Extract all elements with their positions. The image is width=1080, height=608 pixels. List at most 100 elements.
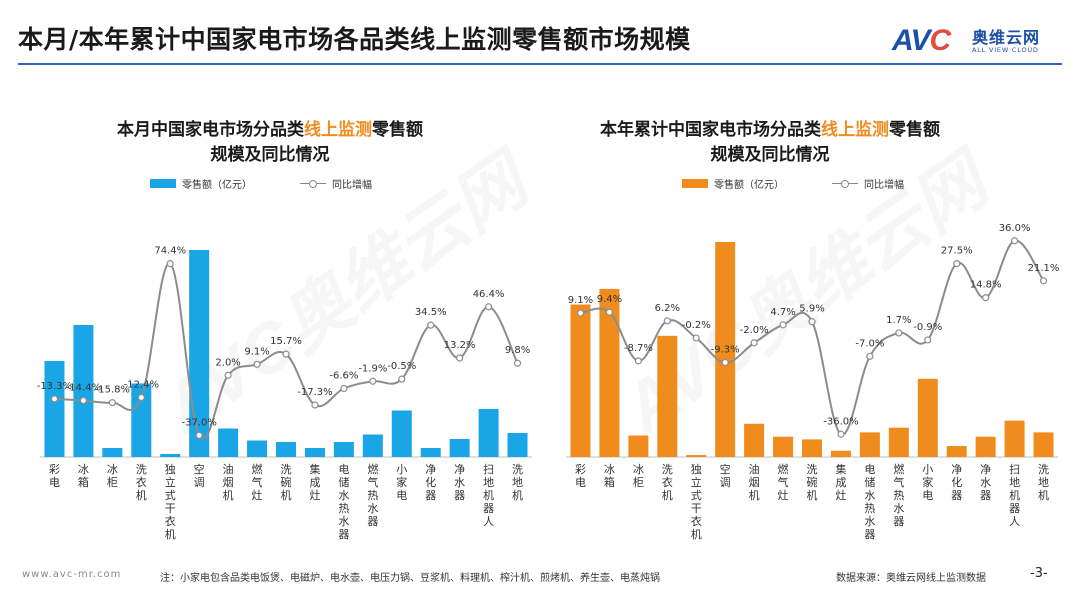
yoy-point-year-16 bbox=[1039, 277, 1048, 285]
yoy-label-month-13: 34.5% bbox=[415, 307, 447, 318]
chart-title-month-highlight: 线上监测 bbox=[304, 120, 372, 140]
yoy-label-month-5: -37.0% bbox=[181, 417, 216, 428]
category-label-year-4: 独立式干衣机 bbox=[691, 463, 702, 541]
yoy-label-month-6: 2.0% bbox=[215, 357, 240, 368]
yoy-label-year-7: 4.7% bbox=[770, 307, 795, 318]
category-label-month-12: 小家电 bbox=[396, 463, 407, 502]
category-label-month-0: 彩电 bbox=[49, 463, 60, 489]
yoy-label-year-8: 5.9% bbox=[799, 304, 824, 315]
category-label-year-15: 扫地机器人 bbox=[1009, 463, 1020, 528]
yoy-label-year-3: 6.2% bbox=[655, 303, 680, 314]
legend-bar-label-year: 零售额（亿元） bbox=[714, 180, 784, 191]
chart-title-year-line2: 规模及同比情况 bbox=[710, 145, 830, 165]
footer-note: 注：小家电包含品类电饭煲、电磁炉、电水壶、电压力锅、豆浆机、料理机、榨汁机、煎烤… bbox=[160, 573, 660, 584]
category-label-year-14: 净水器 bbox=[980, 462, 991, 502]
yoy-point-month-10 bbox=[340, 384, 348, 393]
yoy-label-month-7: 9.1% bbox=[244, 346, 269, 357]
category-label-month-5: 空调 bbox=[194, 462, 205, 489]
yoy-point-month-13 bbox=[427, 321, 435, 329]
category-label-year-12: 小家电 bbox=[922, 463, 933, 502]
yoy-point-year-14 bbox=[982, 294, 990, 302]
category-label-year-1: 冰箱 bbox=[604, 463, 615, 489]
bar-year-16 bbox=[1033, 432, 1054, 457]
yoy-point-year-7 bbox=[779, 321, 787, 329]
bar-month-16 bbox=[507, 433, 528, 457]
bar-month-13 bbox=[420, 448, 441, 457]
yoy-label-month-0: -13.3% bbox=[37, 381, 72, 392]
legend-line-icon-month bbox=[300, 179, 326, 189]
bar-year-5 bbox=[715, 242, 736, 457]
bar-month-8 bbox=[276, 442, 296, 457]
yoy-point-year-6 bbox=[750, 339, 758, 347]
yoy-point-month-1 bbox=[79, 396, 88, 405]
yoy-point-month-2 bbox=[108, 399, 116, 407]
yoy-point-year-9 bbox=[837, 430, 845, 438]
category-label-month-15: 扫地机器人 bbox=[483, 463, 494, 528]
bar-month-10 bbox=[333, 442, 354, 457]
yoy-point-year-11 bbox=[895, 329, 903, 337]
bar-year-9 bbox=[830, 450, 851, 457]
category-label-month-6: 油烟机 bbox=[223, 462, 234, 502]
bar-year-2 bbox=[628, 435, 649, 457]
footer-source: 数据来源：奥维云网线上监测数据 bbox=[836, 573, 986, 584]
category-label-year-3: 洗衣机 bbox=[662, 463, 673, 502]
bar-month-0 bbox=[44, 361, 65, 457]
yoy-point-month-5 bbox=[195, 431, 203, 439]
yoy-label-year-10: -7.0% bbox=[855, 338, 884, 349]
yoy-point-month-8 bbox=[282, 350, 290, 358]
yoy-point-month-12 bbox=[398, 375, 406, 383]
yoy-line-year bbox=[580, 239, 1045, 436]
category-label-month-14: 净水器 bbox=[454, 462, 465, 502]
bar-month-12 bbox=[391, 410, 412, 457]
chart-title-month: 本月中国家电市场分品类线上监测零售额 规模及同比情况 bbox=[80, 118, 460, 168]
chart-title-month-pre: 本月中国家电市场分品类 bbox=[117, 120, 304, 140]
category-label-month-2: 冰柜 bbox=[107, 463, 118, 489]
yoy-label-year-16: 21.1% bbox=[1028, 263, 1060, 274]
yoy-label-month-1: -14.4% bbox=[66, 383, 101, 394]
category-label-year-10: 电储水热水器 bbox=[864, 463, 875, 541]
yoy-point-year-8 bbox=[808, 318, 816, 326]
yoy-label-month-12: -0.5% bbox=[387, 361, 416, 372]
category-label-month-8: 洗碗机 bbox=[281, 463, 292, 502]
yoy-label-year-9: -36.0% bbox=[823, 416, 858, 427]
yoy-label-month-2: -15.8% bbox=[95, 385, 130, 396]
chart-title-month-post: 零售额 bbox=[372, 120, 423, 140]
category-label-year-8: 洗碗机 bbox=[807, 463, 818, 502]
logo-english-name: ALL VIEW CLOUD bbox=[972, 46, 1039, 54]
yoy-label-month-11: -1.9% bbox=[358, 363, 387, 374]
yoy-point-month-9 bbox=[311, 401, 319, 409]
footer-url: www.avc-mr.com bbox=[22, 569, 122, 580]
yoy-point-month-15 bbox=[484, 303, 493, 311]
category-label-month-11: 燃气热水器 bbox=[367, 462, 378, 528]
bar-month-3 bbox=[131, 383, 152, 457]
category-label-month-9: 集成灶 bbox=[309, 462, 320, 502]
yoy-point-month-14 bbox=[456, 354, 464, 362]
bar-month-5 bbox=[189, 250, 210, 457]
bar-year-14 bbox=[975, 436, 996, 457]
legend-line-icon-year bbox=[832, 179, 858, 189]
legend-line-label-year: 同比增幅 bbox=[864, 180, 904, 191]
bar-year-6 bbox=[744, 423, 765, 457]
yoy-label-year-2: -8.7% bbox=[624, 343, 653, 354]
yoy-label-year-4: -0.2% bbox=[682, 320, 711, 331]
category-label-year-9: 集成灶 bbox=[835, 462, 846, 502]
bar-year-0 bbox=[570, 304, 591, 457]
yoy-label-month-10: -6.6% bbox=[329, 371, 358, 382]
yoy-label-month-9: -17.3% bbox=[297, 387, 332, 398]
page-title: 本月/本年累计中国家电市场各品类线上监测零售额市场规模 bbox=[18, 25, 691, 54]
yoy-label-year-0: 9.1% bbox=[568, 295, 593, 306]
yoy-point-year-3 bbox=[663, 317, 671, 325]
yoy-point-year-1 bbox=[605, 308, 614, 316]
yoy-label-month-8: 15.7% bbox=[270, 336, 302, 347]
bar-month-14 bbox=[449, 439, 470, 457]
category-label-month-13: 净化器 bbox=[425, 462, 436, 502]
yoy-point-month-7 bbox=[253, 360, 261, 368]
category-label-year-13: 净化器 bbox=[951, 462, 962, 502]
yoy-point-year-13 bbox=[953, 259, 961, 268]
legend-line-label-month: 同比增幅 bbox=[332, 180, 372, 191]
yoy-label-year-14: 14.8% bbox=[970, 280, 1002, 291]
yoy-label-month-15: 46.4% bbox=[473, 289, 505, 300]
yoy-label-year-15: 36.0% bbox=[999, 223, 1031, 234]
chart-title-year-post: 零售额 bbox=[889, 120, 940, 140]
yoy-point-year-4 bbox=[692, 334, 700, 342]
